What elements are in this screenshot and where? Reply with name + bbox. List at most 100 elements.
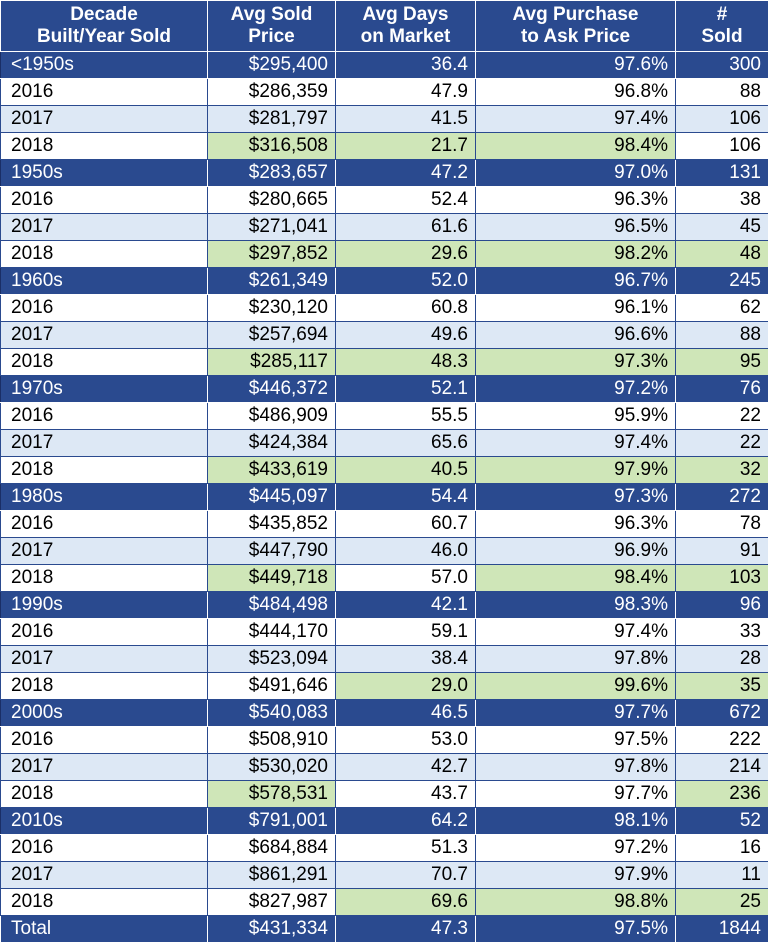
cell-period: 2017 bbox=[1, 862, 208, 889]
cell-avg-days: 52.0 bbox=[336, 268, 476, 295]
cell-avg-sold-price: $431,334 bbox=[208, 916, 336, 943]
cell-period: 2018 bbox=[1, 889, 208, 916]
cell-avg-sold-price: $530,020 bbox=[208, 754, 336, 781]
cell-avg-days: 51.3 bbox=[336, 835, 476, 862]
cell-avg-sold-price: $508,910 bbox=[208, 727, 336, 754]
cell-count-sold: 22 bbox=[676, 403, 768, 430]
cell-period: 2018 bbox=[1, 565, 208, 592]
cell-count-sold: 11 bbox=[676, 862, 768, 889]
cell-period: 2000s bbox=[1, 700, 208, 727]
cell-purchase-ask: 96.1% bbox=[476, 295, 676, 322]
cell-avg-sold-price: $424,384 bbox=[208, 430, 336, 457]
cell-purchase-ask: 97.4% bbox=[476, 619, 676, 646]
cell-period: 1980s bbox=[1, 484, 208, 511]
cell-avg-sold-price: $861,291 bbox=[208, 862, 336, 889]
cell-avg-days: 47.3 bbox=[336, 916, 476, 943]
cell-period: 2017 bbox=[1, 322, 208, 349]
cell-period: 2016 bbox=[1, 835, 208, 862]
cell-purchase-ask: 97.9% bbox=[476, 862, 676, 889]
cell-count-sold: 38 bbox=[676, 187, 768, 214]
cell-avg-sold-price: $449,718 bbox=[208, 565, 336, 592]
cell-avg-days: 47.9 bbox=[336, 79, 476, 106]
cell-count-sold: 45 bbox=[676, 214, 768, 241]
cell-count-sold: 35 bbox=[676, 673, 768, 700]
cell-avg-days: 61.6 bbox=[336, 214, 476, 241]
cell-avg-days: 29.6 bbox=[336, 241, 476, 268]
cell-avg-days: 21.7 bbox=[336, 133, 476, 160]
cell-avg-days: 42.1 bbox=[336, 592, 476, 619]
cell-period: 2018 bbox=[1, 457, 208, 484]
cell-avg-days: 69.6 bbox=[336, 889, 476, 916]
cell-purchase-ask: 98.2% bbox=[476, 241, 676, 268]
cell-count-sold: 16 bbox=[676, 835, 768, 862]
cell-purchase-ask: 98.8% bbox=[476, 889, 676, 916]
cell-avg-days: 38.4 bbox=[336, 646, 476, 673]
cell-avg-sold-price: $540,083 bbox=[208, 700, 336, 727]
cell-count-sold: 88 bbox=[676, 322, 768, 349]
cell-purchase-ask: 96.3% bbox=[476, 187, 676, 214]
cell-purchase-ask: 98.3% bbox=[476, 592, 676, 619]
cell-avg-sold-price: $433,619 bbox=[208, 457, 336, 484]
cell-count-sold: 28 bbox=[676, 646, 768, 673]
cell-purchase-ask: 97.5% bbox=[476, 916, 676, 943]
cell-purchase-ask: 98.1% bbox=[476, 808, 676, 835]
cell-count-sold: 214 bbox=[676, 754, 768, 781]
cell-period: 2010s bbox=[1, 808, 208, 835]
cell-avg-days: 57.0 bbox=[336, 565, 476, 592]
cell-count-sold: 62 bbox=[676, 295, 768, 322]
cell-avg-days: 59.1 bbox=[336, 619, 476, 646]
cell-avg-sold-price: $444,170 bbox=[208, 619, 336, 646]
cell-avg-days: 60.8 bbox=[336, 295, 476, 322]
cell-period: 2016 bbox=[1, 511, 208, 538]
cell-avg-days: 55.5 bbox=[336, 403, 476, 430]
cell-purchase-ask: 97.0% bbox=[476, 160, 676, 187]
cell-avg-days: 52.4 bbox=[336, 187, 476, 214]
cell-avg-sold-price: $261,349 bbox=[208, 268, 336, 295]
cell-purchase-ask: 97.8% bbox=[476, 754, 676, 781]
cell-avg-sold-price: $316,508 bbox=[208, 133, 336, 160]
cell-period: 2017 bbox=[1, 646, 208, 673]
cell-period: 2016 bbox=[1, 619, 208, 646]
cell-avg-sold-price: $445,097 bbox=[208, 484, 336, 511]
cell-count-sold: 1844 bbox=[676, 916, 768, 943]
cell-purchase-ask: 96.8% bbox=[476, 79, 676, 106]
cell-avg-sold-price: $523,094 bbox=[208, 646, 336, 673]
cell-avg-sold-price: $486,909 bbox=[208, 403, 336, 430]
cell-count-sold: 236 bbox=[676, 781, 768, 808]
cell-purchase-ask: 97.7% bbox=[476, 781, 676, 808]
cell-purchase-ask: 99.6% bbox=[476, 673, 676, 700]
cell-period: 2016 bbox=[1, 295, 208, 322]
cell-avg-sold-price: $491,646 bbox=[208, 673, 336, 700]
cell-count-sold: 245 bbox=[676, 268, 768, 295]
cell-avg-sold-price: $791,001 bbox=[208, 808, 336, 835]
cell-avg-sold-price: $446,372 bbox=[208, 376, 336, 403]
cell-avg-sold-price: $286,359 bbox=[208, 79, 336, 106]
cell-period: 2018 bbox=[1, 349, 208, 376]
cell-count-sold: 76 bbox=[676, 376, 768, 403]
cell-count-sold: 22 bbox=[676, 430, 768, 457]
